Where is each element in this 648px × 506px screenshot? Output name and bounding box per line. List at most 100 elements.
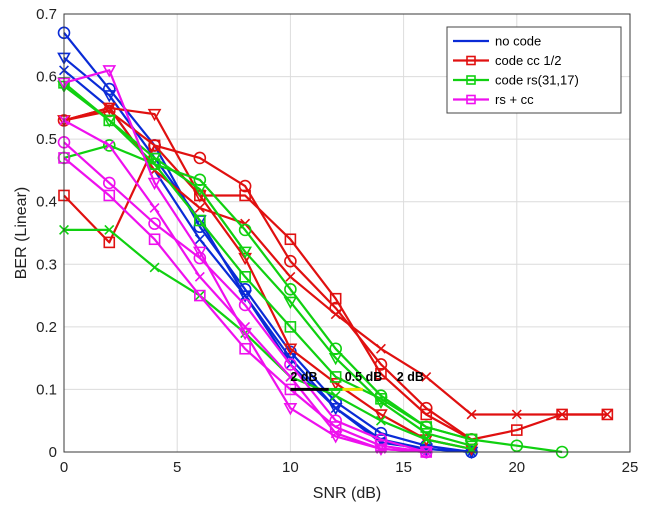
data-point <box>238 327 252 341</box>
data-point <box>511 409 522 420</box>
y-tick-label: 0.6 <box>36 69 57 86</box>
annotation-label: 2 dB <box>397 370 424 384</box>
data-point <box>284 254 297 268</box>
data-point <box>192 184 207 197</box>
legend-item: rs + cc <box>453 92 534 107</box>
y-tick-label: 0 <box>49 444 57 461</box>
data-point <box>328 402 343 416</box>
legend-label: no code <box>495 34 541 49</box>
y-tick-label: 0.4 <box>36 194 57 211</box>
data-point <box>147 177 162 191</box>
series-layer <box>57 26 614 460</box>
data-point <box>102 115 117 128</box>
data-point <box>285 271 296 282</box>
x-tick-label: 10 <box>282 459 299 476</box>
legend-label: rs + cc <box>495 92 534 107</box>
data-point <box>329 292 342 305</box>
legend-label: code cc 1/2 <box>495 53 562 68</box>
data-point <box>602 409 613 420</box>
annotation-layer: 2 dB 0.5 dB 2 dB <box>290 370 424 391</box>
series-code-rs-31-17--triangle-down <box>57 80 479 453</box>
tick-labels: 0 5 10 15 20 25 0 0.1 0.2 0.3 0.4 0.5 0.6 0.7 <box>36 6 638 476</box>
x-tick-label: 25 <box>622 459 639 476</box>
y-tick-label: 0.1 <box>36 381 57 398</box>
x-tick-label: 0 <box>60 459 68 476</box>
data-point <box>148 139 161 152</box>
y-tick-label: 0.7 <box>36 6 57 23</box>
data-point <box>104 224 115 235</box>
y-tick-label: 0.5 <box>36 131 57 148</box>
annotation-label: 2 dB <box>290 370 317 384</box>
data-point <box>375 343 386 354</box>
x-tick-label: 20 <box>508 459 525 476</box>
data-point <box>193 151 207 165</box>
data-point <box>102 176 116 190</box>
data-point <box>102 65 117 78</box>
data-point <box>329 414 342 428</box>
data-point <box>328 377 343 391</box>
legend-item: code rs(31,17) <box>453 73 579 88</box>
data-point <box>330 403 341 414</box>
data-point <box>421 371 432 382</box>
data-point <box>148 233 161 246</box>
series-line <box>63 157 427 454</box>
data-point <box>330 428 341 439</box>
data-point <box>192 246 207 259</box>
x-tick-label: 15 <box>395 459 412 476</box>
legend-item: no code <box>453 34 541 49</box>
data-point <box>194 234 205 245</box>
legend: no code code cc 1/2 code rs(31,17) rs + cc <box>446 26 622 114</box>
data-point <box>147 108 162 122</box>
y-tick-label: 0.2 <box>36 319 57 336</box>
data-point <box>419 428 434 441</box>
plot-frame <box>63 13 631 453</box>
data-point <box>194 289 206 302</box>
data-point <box>238 223 252 237</box>
data-point <box>466 55 476 66</box>
y-axis-label: BER (Linear) <box>13 187 30 279</box>
data-point <box>149 262 160 273</box>
series-line <box>63 141 427 454</box>
data-point <box>510 424 523 436</box>
data-point <box>194 203 205 213</box>
series-line <box>63 32 472 454</box>
data-point <box>102 139 116 152</box>
data-point <box>194 271 205 282</box>
data-point <box>285 371 296 382</box>
data-point <box>147 152 162 166</box>
data-point <box>284 283 297 296</box>
data-point <box>374 396 388 410</box>
data-point <box>238 179 252 193</box>
annotation-label: 0.5 dB <box>345 370 383 384</box>
data-point <box>374 358 388 371</box>
x-axis-label: SNR (dB) <box>313 485 381 502</box>
series-line <box>63 81 472 441</box>
x-tick-label: 5 <box>173 459 181 476</box>
data-point <box>104 102 115 113</box>
data-point <box>284 233 297 246</box>
series-line <box>63 144 563 454</box>
data-point <box>330 390 341 401</box>
data-point <box>238 246 252 259</box>
data-point <box>466 94 476 105</box>
data-point <box>283 343 298 356</box>
data-point <box>238 252 252 266</box>
data-point <box>375 367 387 380</box>
data-point <box>239 342 251 355</box>
data-point <box>103 236 116 249</box>
series-line <box>64 228 472 450</box>
legend-item: code cc 1/2 <box>453 53 562 68</box>
data-point <box>421 434 432 445</box>
data-point <box>194 214 206 227</box>
data-point <box>330 309 341 320</box>
data-point <box>239 270 251 283</box>
data-point <box>149 203 160 213</box>
data-point <box>466 409 477 420</box>
data-point <box>328 352 343 366</box>
data-point <box>238 290 252 303</box>
data-point <box>284 321 297 333</box>
data-point <box>240 290 251 301</box>
data-point <box>283 296 298 309</box>
data-point <box>557 409 568 420</box>
